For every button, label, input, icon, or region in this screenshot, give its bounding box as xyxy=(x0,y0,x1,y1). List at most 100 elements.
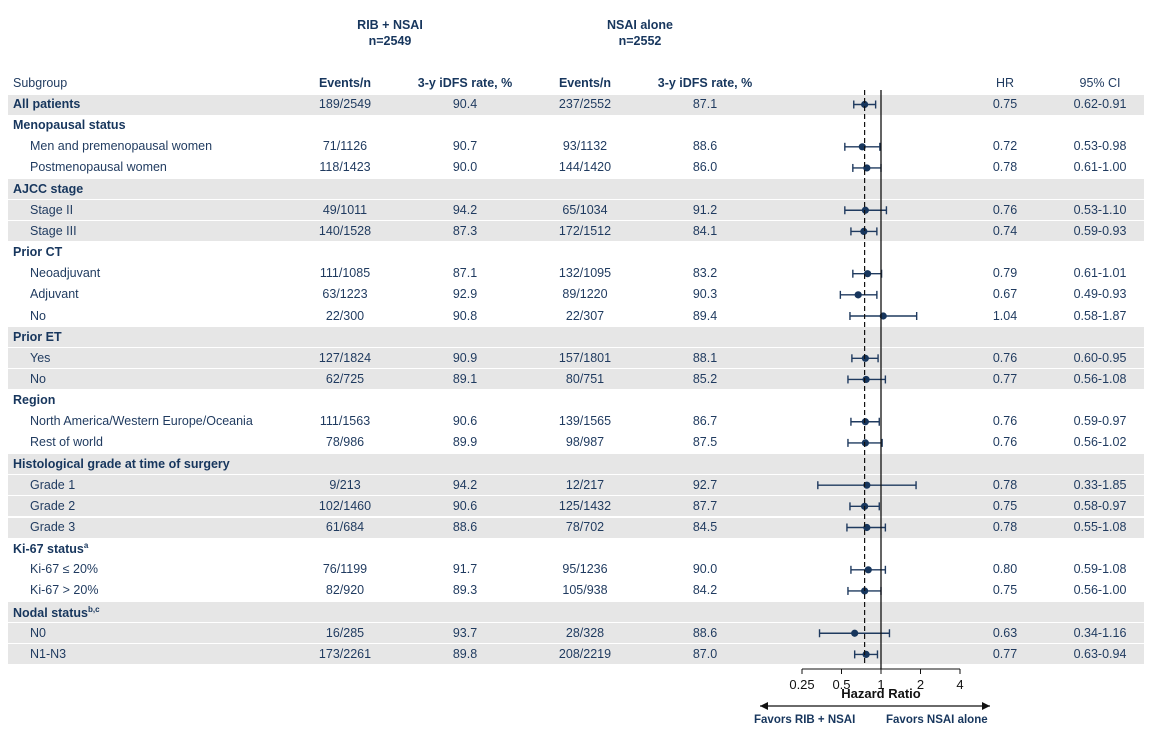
table-row: Grade 1 9/213 94.2 12/217 92.7 0.78 0.33-1.85 xyxy=(0,475,1164,496)
events-nsai: 157/1801 xyxy=(558,350,612,365)
col-rate1: 3-y iDFS rate, % xyxy=(417,76,513,90)
subgroup-label: Stage II xyxy=(30,202,74,217)
table-row: Ki-67 ≤ 20% 76/1199 91.7 95/1236 90.0 0.80 0.5… xyxy=(0,559,1164,580)
events-rib: 78/986 xyxy=(325,435,365,450)
ci-value: 0.56-1.08 xyxy=(1073,371,1127,386)
row-band xyxy=(8,179,1144,200)
x-tick-label: 0.5 xyxy=(832,677,850,692)
rate-nsai: 87.5 xyxy=(692,435,718,450)
hr-point xyxy=(860,227,868,235)
subgroup-header-row: AJCC stage xyxy=(0,179,1164,200)
ci-value: 0.59-0.97 xyxy=(1073,414,1127,429)
rate-nsai: 90.0 xyxy=(692,562,718,577)
events-nsai: 237/2552 xyxy=(558,97,612,111)
rate-rib: 90.6 xyxy=(452,498,478,513)
hr-value: 0.75 xyxy=(992,583,1018,598)
hr-point xyxy=(862,375,870,384)
events-nsai: 98/987 xyxy=(565,435,605,450)
rate-nsai: 88.1 xyxy=(692,350,718,365)
rate-nsai: 85.2 xyxy=(692,371,718,386)
rate-nsai: 92.7 xyxy=(692,477,718,492)
rate-nsai: 84.2 xyxy=(692,583,718,598)
ci-value: 0.53-1.10 xyxy=(1073,202,1127,217)
subgroup-header-row: Ki-67 statusa xyxy=(0,538,1164,559)
hr-value: 1.04 xyxy=(992,308,1018,323)
ci-value: 0.61-1.00 xyxy=(1073,160,1127,175)
table-row: North America/Western Europe/Oceania 111/… xyxy=(0,411,1164,432)
hr-value: 0.79 xyxy=(992,266,1018,281)
ci-value: 0.62-0.91 xyxy=(1073,97,1127,111)
hr-point xyxy=(861,100,869,109)
subgroup-title: AJCC stage xyxy=(13,181,84,196)
table-row: No 62/725 89.1 80/751 85.2 0.77 0.56-1.08 xyxy=(0,369,1164,390)
ci-value: 0.49-0.93 xyxy=(1073,287,1127,302)
row-band xyxy=(8,369,1144,390)
rate-rib: 89.3 xyxy=(452,583,478,598)
ci-value: 0.58-0.97 xyxy=(1073,498,1127,513)
subgroup-label: Grade 1 xyxy=(30,477,76,492)
ci-value: 0.63-0.94 xyxy=(1073,646,1127,661)
subgroup-label: Yes xyxy=(30,350,51,365)
hr-point xyxy=(862,650,870,659)
ci-value: 0.53-0.98 xyxy=(1073,139,1127,154)
rate-nsai: 90.3 xyxy=(692,287,718,302)
rate-nsai: 84.5 xyxy=(692,520,718,534)
ci-value: 0.56-1.02 xyxy=(1073,435,1127,450)
hr-value: 0.67 xyxy=(992,287,1018,302)
subgroup-label: Grade 2 xyxy=(30,498,76,513)
x-tick-label: 0.25 xyxy=(789,677,814,692)
rate-nsai: 86.7 xyxy=(692,414,718,429)
subgroup-label: N0 xyxy=(30,625,46,640)
rate-rib: 91.7 xyxy=(452,562,478,577)
table-row: Grade 2 102/1460 90.6 125/1432 87.7 0.75 0.58-… xyxy=(0,496,1164,517)
row-band xyxy=(8,327,1144,348)
table-row: Postmenopausal women 118/1423 90.0 144/1420… xyxy=(0,157,1164,178)
hr-value: 0.72 xyxy=(992,139,1018,154)
events-nsai: 144/1420 xyxy=(558,160,612,175)
row-band xyxy=(8,644,1144,665)
events-nsai: 172/1512 xyxy=(558,223,612,238)
ci-value: 0.59-0.93 xyxy=(1073,223,1127,238)
subgroup-header-row: Prior ET xyxy=(0,327,1164,348)
rate-nsai: 86.0 xyxy=(692,160,718,175)
events-nsai: 95/1236 xyxy=(562,562,608,577)
hr-point xyxy=(864,566,872,574)
subgroup-header-row: Prior CT xyxy=(0,242,1164,263)
row-band xyxy=(8,348,1144,369)
events-rib: 62/725 xyxy=(325,371,365,386)
events-rib: 173/2261 xyxy=(318,646,372,661)
rate-rib: 87.1 xyxy=(452,266,478,281)
x-axis-label: Hazard Ratio xyxy=(841,686,921,701)
rate-rib: 90.4 xyxy=(452,97,478,111)
subgroup-title: Nodal statusb,c xyxy=(13,604,100,620)
rate-rib: 90.0 xyxy=(452,160,478,175)
table-row: Stage II 49/1011 94.2 65/1034 91.2 0.76 0.53-1… xyxy=(0,200,1164,221)
rate-rib: 92.9 xyxy=(452,287,478,302)
footnote-marker: a xyxy=(83,541,89,551)
events-nsai: 139/1565 xyxy=(558,414,612,429)
x-tick-label: 2 xyxy=(917,677,924,692)
arm2-name: NSAI alone xyxy=(607,18,673,32)
hr-point xyxy=(851,629,859,637)
rate-rib: 89.1 xyxy=(452,371,478,386)
hr-point xyxy=(861,206,869,214)
hr-point xyxy=(861,439,869,447)
events-rib: 111/1085 xyxy=(319,266,371,281)
favors-right-label: Favors NSAI alone xyxy=(886,714,988,726)
col-subgroup: Subgroup xyxy=(13,76,68,90)
hr-value: 0.77 xyxy=(992,646,1018,661)
hr-value: 0.76 xyxy=(992,350,1018,365)
subgroup-header-row: Histological grade at time of surgery xyxy=(0,454,1164,475)
subgroup-label: Men and premenopausal women xyxy=(30,139,213,154)
arm1-n: n=2549 xyxy=(368,34,412,48)
table-row: Grade 3 61/684 88.6 78/702 84.5 0.78 0.55-1.08 xyxy=(0,517,1164,538)
events-rib: 71/1126 xyxy=(322,139,368,154)
subgroup-label: No xyxy=(30,308,46,323)
subgroup-label: Postmenopausal women xyxy=(30,160,167,175)
rate-nsai: 89.4 xyxy=(692,308,718,323)
row-band xyxy=(8,200,1144,221)
rate-nsai: 87.0 xyxy=(692,646,718,661)
events-rib: 118/1423 xyxy=(319,160,371,175)
rate-rib: 94.2 xyxy=(452,202,478,217)
